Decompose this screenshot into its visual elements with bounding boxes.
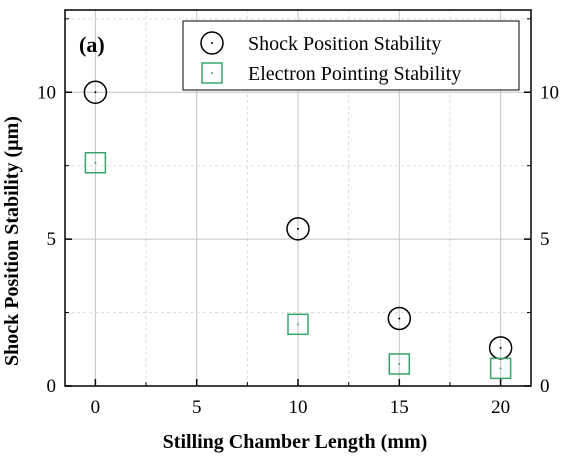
y-tick-label-left: 0: [47, 376, 57, 397]
y-tick-label-right: 10: [540, 82, 559, 103]
legend-square-marker: [201, 62, 223, 84]
panel-label: (a): [79, 32, 105, 57]
shock-position-point: [286, 217, 310, 241]
data-points: [83, 80, 513, 380]
legend-label: Shock Position Stability: [248, 33, 441, 55]
y-tick-label-left: 5: [47, 229, 57, 250]
axis-ticks: [65, 18, 531, 387]
electron-pointing-point: [84, 152, 107, 174]
x-tick-label: 5: [192, 397, 202, 418]
x-tick-label: 10: [289, 397, 308, 418]
legend-box: [182, 20, 520, 91]
x-tick-label: 0: [91, 397, 101, 418]
x-tick-label: 15: [390, 397, 409, 418]
y-axis-title: Shock Position Stability (µm): [1, 116, 23, 366]
x-axis-title: Stilling Chamber Length (mm): [163, 431, 428, 453]
electron-pointing-point: [489, 357, 512, 380]
tick-labels: 0 5 10 15 20 0 5 10 0 5 10: [37, 82, 559, 418]
legend-circle-marker: [200, 31, 224, 55]
electron-pointing-point: [388, 353, 411, 375]
legend-label: Electron Pointing Stability: [248, 63, 461, 85]
y-tick-label-right: 0: [540, 376, 550, 397]
electron-pointing-point: [287, 313, 309, 336]
x-tick-label: 20: [491, 397, 510, 418]
y-tick-label-left: 10: [37, 82, 56, 103]
shock-position-point: [83, 80, 108, 104]
shock-position-point: [387, 306, 412, 331]
legend: Shock Position Stability Electron Pointin…: [182, 20, 520, 91]
y-tick-label-right: 5: [540, 229, 550, 250]
